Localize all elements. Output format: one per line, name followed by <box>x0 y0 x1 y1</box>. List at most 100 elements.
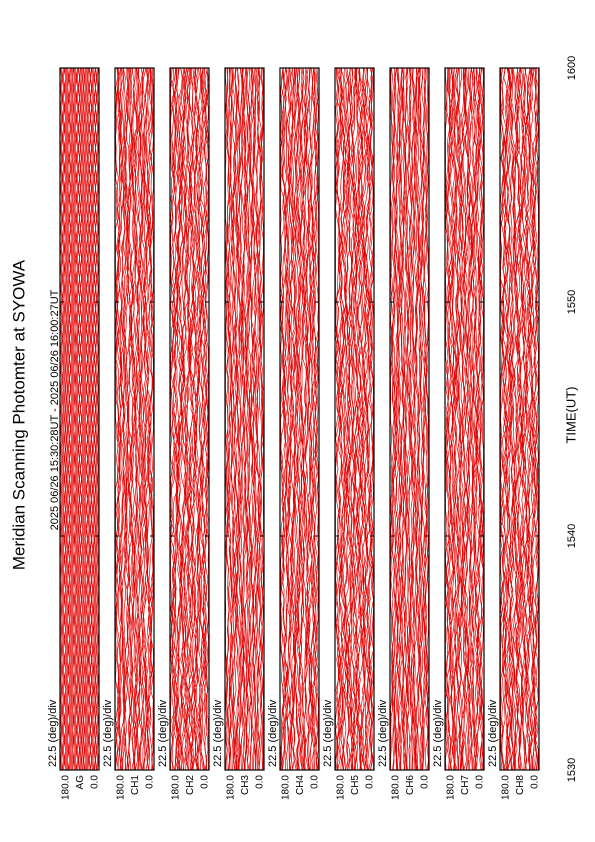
scale-label: 22.5 (deg)/div <box>267 699 279 767</box>
trace <box>65 67 67 771</box>
trace <box>420 67 426 771</box>
trace <box>476 67 483 771</box>
trace <box>131 67 138 771</box>
trace <box>194 67 202 771</box>
trace <box>132 67 140 771</box>
trace <box>342 67 350 771</box>
trace <box>505 67 513 771</box>
trace <box>143 67 150 770</box>
trace <box>255 67 261 771</box>
trace <box>76 67 78 771</box>
channel-label: CH6 <box>405 775 416 795</box>
range-top-label: 180.0 <box>501 775 512 800</box>
range-bottom-label: 0.0 <box>145 775 156 789</box>
trace <box>477 67 484 771</box>
scale-label: 22.5 (deg)/div <box>487 699 499 767</box>
trace <box>478 67 484 771</box>
trace <box>197 67 205 771</box>
trace <box>350 67 358 771</box>
trace <box>60 67 62 771</box>
trace <box>90 67 92 771</box>
trace <box>502 67 509 771</box>
trace <box>70 67 72 771</box>
trace <box>530 67 538 771</box>
trace <box>296 67 303 771</box>
range-bottom-label: 0.0 <box>420 775 431 789</box>
trace <box>365 67 373 771</box>
chart-title: Meridian Scanning Photomter at SYOWA <box>9 259 28 570</box>
trace <box>290 67 296 771</box>
trace <box>529 67 537 771</box>
trace <box>502 67 510 771</box>
scale-label: 22.5 (deg)/div <box>377 699 389 767</box>
trace <box>238 67 244 771</box>
panel-frame <box>169 67 210 771</box>
trace <box>150 67 154 771</box>
trace <box>115 67 120 771</box>
trace <box>299 67 306 771</box>
trace <box>414 67 420 771</box>
trace <box>122 67 128 771</box>
panel-frame <box>334 67 375 771</box>
trace <box>408 67 414 771</box>
trace <box>302 67 309 771</box>
chart-subtitle: 2025 06/26 15:30:28UT - 2025 06/26 16:00… <box>49 289 61 530</box>
range-bottom-label: 0.0 <box>530 775 541 789</box>
trace <box>523 67 531 771</box>
range-top-label: 180.0 <box>446 775 457 800</box>
panel-frame <box>114 67 155 771</box>
trace <box>85 67 87 771</box>
trace <box>314 67 319 771</box>
range-top-label: 180.0 <box>171 775 182 800</box>
trace <box>362 67 370 771</box>
range-bottom-label: 0.0 <box>200 775 211 789</box>
trace <box>510 67 518 771</box>
range-bottom-label: 0.0 <box>90 775 101 789</box>
trace <box>403 67 409 771</box>
scale-label: 22.5 (deg)/div <box>432 699 444 767</box>
trace <box>198 67 206 771</box>
trace <box>134 67 141 771</box>
scale-label: 22.5 (deg)/div <box>322 699 334 767</box>
panel-frame <box>499 67 540 771</box>
trace <box>395 67 401 771</box>
x-axis-label: TIME(UT) <box>563 386 578 443</box>
trace <box>515 67 523 771</box>
trace <box>130 67 138 771</box>
trace <box>72 67 74 771</box>
trace <box>172 67 180 771</box>
trace <box>419 68 425 771</box>
range-top-label: 180.0 <box>116 775 127 800</box>
trace <box>339 67 347 771</box>
trace <box>67 67 69 771</box>
trace <box>94 67 96 771</box>
trace <box>336 67 344 771</box>
trace <box>66 67 68 771</box>
channel-label: CH4 <box>295 775 306 795</box>
trace <box>200 67 208 771</box>
trace <box>81 68 83 771</box>
trace <box>348 67 356 771</box>
scale-label: 22.5 (deg)/div <box>212 699 224 767</box>
x-tick-label: 1600 <box>566 56 578 80</box>
trace <box>61 67 63 771</box>
trace <box>446 67 453 771</box>
trace <box>506 67 514 771</box>
trace <box>452 67 460 771</box>
channel-label: AG <box>75 775 86 790</box>
trace <box>123 67 131 771</box>
trace <box>259 67 264 770</box>
trace <box>69 67 71 771</box>
trace <box>500 67 507 771</box>
trace <box>77 67 79 771</box>
panel-frame <box>279 67 320 771</box>
trace <box>456 67 463 771</box>
trace <box>469 67 476 771</box>
trace <box>445 68 452 771</box>
range-top-label: 180.0 <box>281 775 292 800</box>
trace <box>352 67 361 771</box>
trace <box>88 67 90 770</box>
trace <box>135 67 143 771</box>
